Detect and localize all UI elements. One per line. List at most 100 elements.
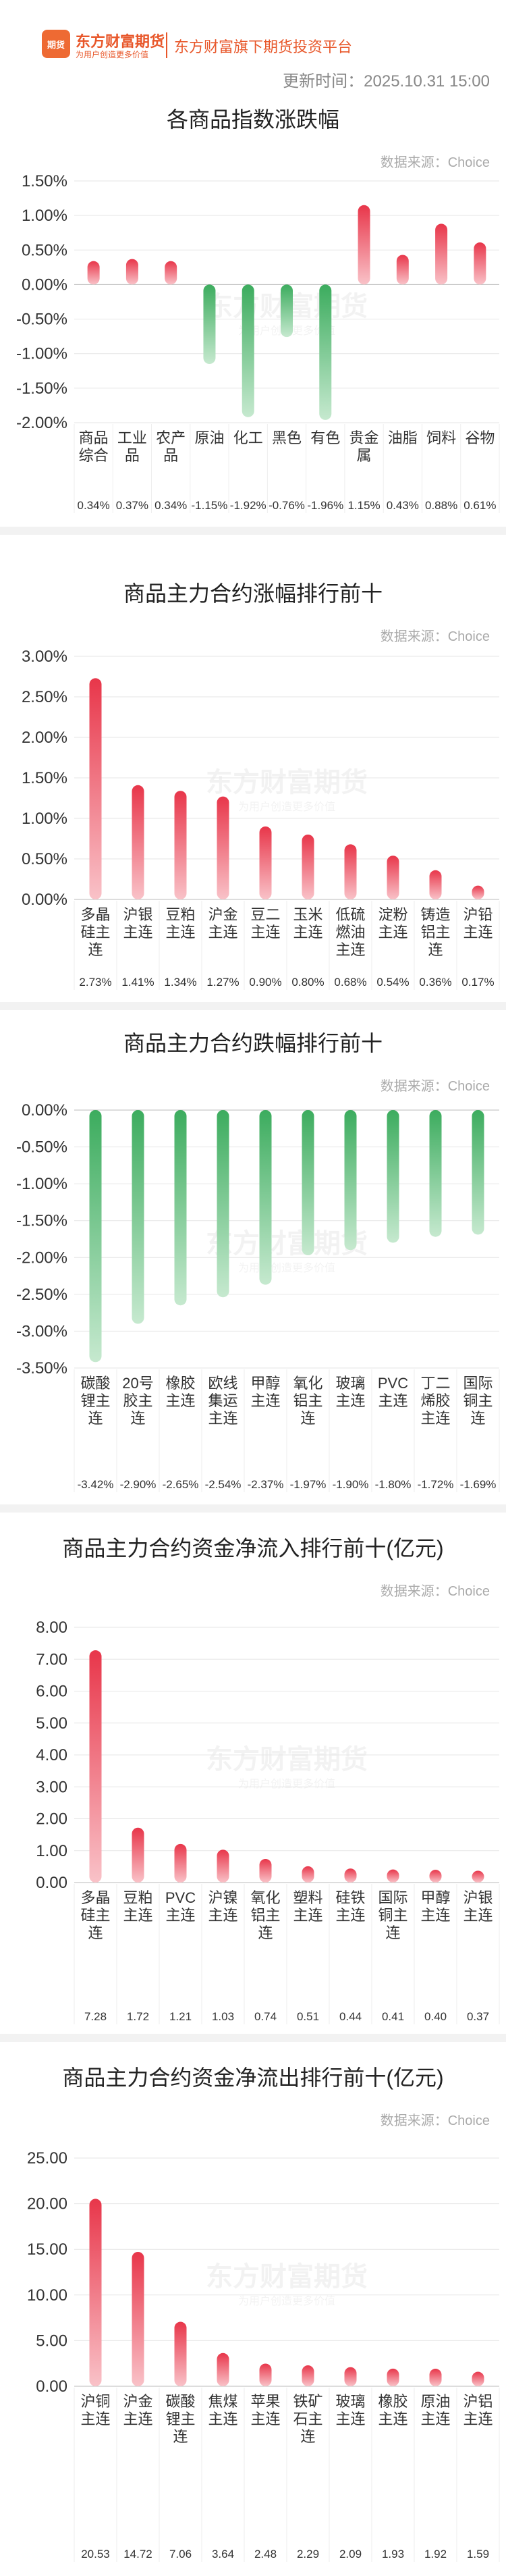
watermark-slogan: 为用户创造更多价值 (238, 1262, 335, 1274)
watermark-brand: 东方财富期货 (206, 768, 368, 797)
y-tick-label: 0.00% (22, 1101, 67, 1120)
bar (344, 1868, 357, 1883)
category-label: 豆粕主连 (123, 1889, 152, 1924)
category-label: 农产品 (156, 429, 186, 464)
y-tick-label: 1.50% (22, 769, 67, 787)
bar (302, 1110, 314, 1256)
category-label: 低硫燃油主连 (335, 906, 365, 958)
value-label: -1.92% (230, 499, 266, 512)
bar (429, 1870, 442, 1883)
category-label: 沪镍主连 (208, 1889, 237, 1924)
category-label: 碳酸锂主连 (80, 1375, 110, 1427)
value-label: 0.34% (154, 499, 187, 512)
value-label: 14.72 (123, 2548, 152, 2560)
bar (132, 785, 144, 899)
watermark-brand: 东方财富期货 (206, 2262, 368, 2292)
y-tick-label: 0.50% (22, 241, 67, 259)
bar (132, 2251, 144, 2386)
header-divider (166, 32, 167, 58)
y-tick-label: 0.00 (36, 1874, 67, 1892)
bar (259, 1110, 272, 1285)
bar (89, 2199, 102, 2386)
category-label: 铁矿石主连 (293, 2393, 322, 2445)
category-label: 苹果主连 (250, 2393, 280, 2427)
value-label: 0.36% (419, 976, 451, 989)
category-label: 有色 (310, 429, 340, 446)
panel-top-gainers: 商品主力合约涨幅排行前十 数据来源：Choice 东方财富期货 为用户创造更多价值… (0, 535, 506, 1002)
value-label: 1.34% (164, 976, 196, 989)
category-label: 铸造铝主连 (420, 906, 450, 958)
bar (174, 1110, 187, 1306)
y-tick-label: 5.00 (36, 1714, 67, 1733)
value-label: -1.80% (375, 1478, 412, 1491)
category-label: 氧化铝主连 (293, 1375, 322, 1427)
y-tick-label: -3.50% (16, 1359, 67, 1377)
category-label: 沪金主连 (123, 2393, 152, 2427)
bar (344, 2367, 357, 2386)
category-label: 玻璃主连 (335, 1375, 365, 1409)
y-tick-label: 0.00 (36, 2377, 67, 2396)
panel-title: 各商品指数涨跌幅 (166, 107, 339, 132)
category-label: 碳酸锂主连 (165, 2393, 195, 2445)
bar (174, 791, 187, 899)
value-label: 2.48 (254, 2548, 277, 2560)
value-label: 0.74 (254, 2010, 277, 2023)
y-tick-label: 1.50% (22, 172, 67, 190)
data-source: 数据来源：Choice (380, 155, 490, 170)
update-time: 更新时间：2025.10.31 15:00 (283, 72, 490, 90)
category-label: 橡胶主连 (165, 1375, 195, 1409)
bar (472, 1110, 484, 1235)
value-label: 0.51 (297, 2010, 319, 2023)
watermark-brand: 东方财富期货 (206, 1229, 368, 1259)
value-label: 0.40 (424, 2010, 447, 2023)
bar (217, 2352, 229, 2386)
bar (429, 1110, 442, 1237)
category-label: 贵金属 (349, 429, 379, 464)
y-tick-label: 0.50% (22, 850, 67, 868)
value-label: 0.41 (382, 2010, 404, 2023)
y-tick-label: 6.00 (36, 1683, 67, 1701)
category-label: 甲醇主连 (250, 1375, 280, 1409)
bar (429, 870, 442, 899)
value-label: 0.43% (387, 499, 419, 512)
category-label: 焦煤主连 (208, 2393, 237, 2427)
y-tick-label: 20.00 (27, 2195, 67, 2213)
bar (387, 1110, 399, 1243)
value-label: 0.34% (78, 499, 110, 512)
value-label: 2.09 (339, 2548, 362, 2560)
bar (87, 261, 100, 285)
value-label: 0.61% (463, 499, 496, 512)
value-label: 0.88% (425, 499, 457, 512)
panel-top-losers: 商品主力合约跌幅排行前十 数据来源：Choice 东方财富期货 为用户创造更多价值… (0, 1010, 506, 1504)
bar (387, 1869, 399, 1883)
value-label: 0.17% (461, 976, 494, 989)
y-tick-label: 4.00 (36, 1746, 67, 1764)
value-label: 0.68% (334, 976, 366, 989)
y-tick-label: 25.00 (27, 2149, 67, 2167)
value-label: 1.92 (424, 2548, 447, 2560)
category-label: 玻璃主连 (335, 2393, 365, 2427)
value-label: -1.69% (460, 1478, 497, 1491)
bar (132, 1827, 144, 1883)
bar (203, 284, 216, 365)
bar (165, 261, 177, 285)
bar (89, 1650, 102, 1883)
category-label: 氧化铝主连 (250, 1889, 280, 1941)
brand-name: 东方财富期货 (76, 33, 165, 50)
watermark-slogan: 为用户创造更多价值 (238, 801, 335, 813)
category-label: 沪金主连 (208, 906, 237, 941)
y-tick-label: 3.00 (36, 1778, 67, 1796)
value-label: 2.29 (297, 2548, 319, 2560)
category-label: 20号胶主连 (122, 1375, 153, 1427)
category-label: 淀粉主连 (378, 906, 407, 941)
value-label: -3.42% (78, 1478, 114, 1491)
category-label: 原油主连 (420, 2393, 450, 2427)
section-divider (0, 1504, 506, 1513)
category-label: 橡胶主连 (378, 2393, 407, 2427)
bar (89, 1110, 102, 1363)
value-label: -2.37% (248, 1478, 284, 1491)
category-label: 塑料主连 (293, 1889, 322, 1924)
bar (302, 2365, 314, 2386)
category-label: 工业品 (117, 429, 147, 464)
category-label: 多晶硅主连 (80, 1889, 110, 1941)
